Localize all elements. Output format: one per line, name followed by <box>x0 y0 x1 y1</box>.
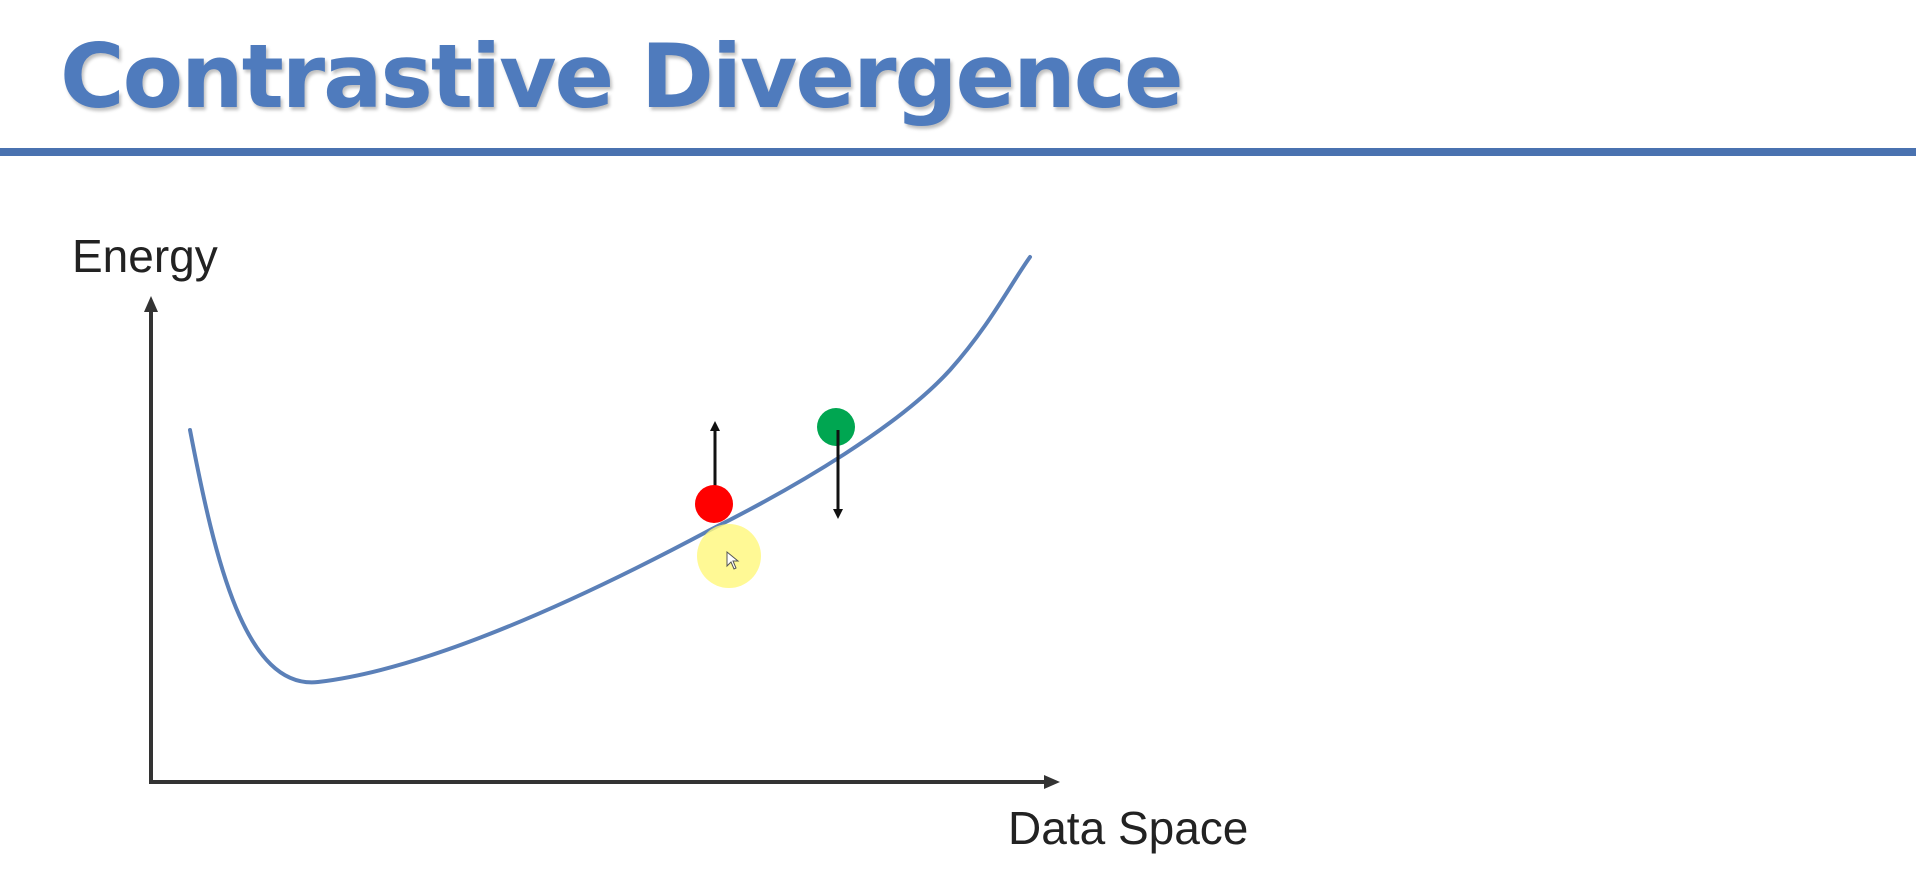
red-point <box>695 485 733 523</box>
green-point <box>817 408 855 446</box>
slide-title: Contrastive Divergence <box>60 25 1184 128</box>
title-underline <box>0 148 1916 156</box>
y-axis-label: Energy <box>72 230 218 282</box>
x-axis-label: Data Space <box>1008 802 1249 854</box>
energy-curve <box>188 255 1032 685</box>
cursor-pointer-icon <box>726 550 740 570</box>
